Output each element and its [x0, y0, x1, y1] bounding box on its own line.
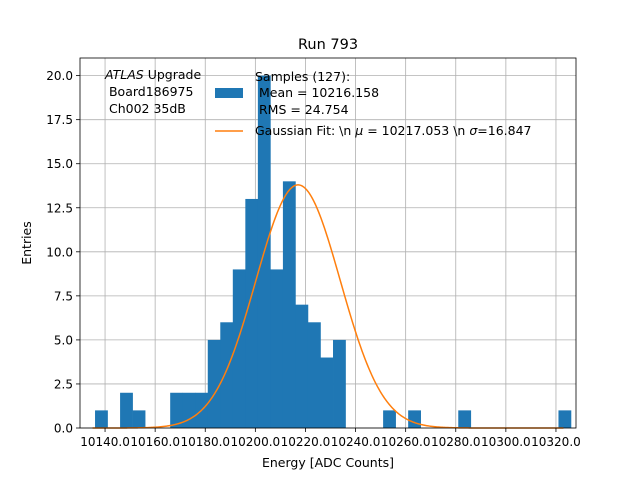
- histogram-bar: [95, 410, 108, 428]
- y-tick-label: 7.5: [54, 289, 73, 303]
- x-tick-label: 10280.0: [431, 435, 481, 449]
- legend-fit-mid: = 10217.053 \n: [363, 123, 469, 138]
- legend-sigma-symbol: σ: [469, 123, 478, 138]
- histogram-bar: [170, 392, 184, 428]
- y-axis-label: Entries: [19, 221, 34, 265]
- annotation-board: Board186975: [105, 84, 193, 99]
- annotation-channel: Ch002 35dB: [105, 101, 186, 116]
- histogram-bar: [282, 181, 296, 428]
- histogram-bar: [333, 339, 346, 428]
- x-tick-label: 10300.0: [481, 435, 531, 449]
- legend-fit-label: Gaussian Fit: \n μ = 10217.053 \n σ=16.8…: [255, 123, 532, 138]
- histogram-bar: [270, 269, 284, 428]
- legend-fit-prefix: Gaussian Fit: \n: [255, 123, 355, 138]
- y-axis-ticks: 0.0 2.5 5.0 7.5 10.0 12.5 15.0 17.5 20.0: [46, 69, 80, 436]
- histogram-bar: [207, 339, 221, 428]
- y-tick-label: 15.0: [46, 157, 73, 171]
- histogram-bar: [307, 322, 321, 428]
- histogram-bar: [245, 198, 259, 428]
- histogram-bar: [558, 410, 572, 428]
- chart-title: Run 793: [298, 37, 358, 53]
- atlas-annotation: ATLAS Upgrade Board186975 Ch002 35dB: [104, 67, 201, 116]
- x-tick-label: 10180.0: [180, 435, 230, 449]
- legend-bar-swatch: [215, 88, 243, 98]
- y-tick-label: 12.5: [46, 201, 73, 215]
- legend: Samples (127): Mean = 10216.158 RMS = 24…: [215, 69, 532, 138]
- x-axis-label: Energy [ADC Counts]: [262, 455, 394, 470]
- x-tick-label: 10140.0: [80, 435, 130, 449]
- legend-fit-suffix: =16.847: [477, 123, 531, 138]
- histogram-bar: [295, 304, 309, 428]
- legend-mu-symbol: μ: [354, 123, 363, 138]
- histogram-bar: [383, 410, 396, 428]
- histogram-bar: [220, 322, 234, 428]
- x-tick-label: 10320.0: [531, 435, 581, 449]
- x-tick-label: 10200.0: [231, 435, 281, 449]
- y-tick-label: 17.5: [46, 113, 73, 127]
- legend-samples-label: Samples (127):: [255, 69, 350, 84]
- y-tick-label: 2.5: [54, 377, 73, 391]
- x-tick-label: 10260.0: [381, 435, 431, 449]
- x-tick-label: 10240.0: [331, 435, 381, 449]
- histogram-bar: [458, 410, 472, 428]
- y-tick-label: 10.0: [46, 245, 73, 259]
- y-tick-label: 5.0: [54, 333, 73, 347]
- histogram-bars: [95, 75, 572, 428]
- annotation-experiment-suffix: Upgrade: [144, 67, 202, 82]
- x-tick-label: 10160.0: [130, 435, 180, 449]
- x-tick-label: 10220.0: [281, 435, 331, 449]
- x-axis-ticks: 10140.0 10160.0 10180.0 10200.0 10220.0 10240…: [80, 428, 581, 449]
- plot-frame: [79, 57, 577, 429]
- y-tick-label: 0.0: [54, 422, 73, 436]
- legend-mean-label: Mean = 10216.158: [255, 85, 379, 100]
- annotation-line-1: ATLAS Upgrade: [104, 67, 201, 82]
- annotation-experiment: ATLAS: [104, 67, 144, 82]
- histogram-bar: [408, 410, 421, 428]
- histogram-bar: [182, 392, 196, 428]
- histogram-bar: [232, 269, 246, 428]
- legend-rms-label: RMS = 24.754: [255, 102, 349, 117]
- histogram-bar: [120, 392, 133, 428]
- y-tick-label: 20.0: [46, 69, 73, 83]
- histogram-bar: [320, 357, 334, 428]
- histogram-bar: [132, 410, 146, 428]
